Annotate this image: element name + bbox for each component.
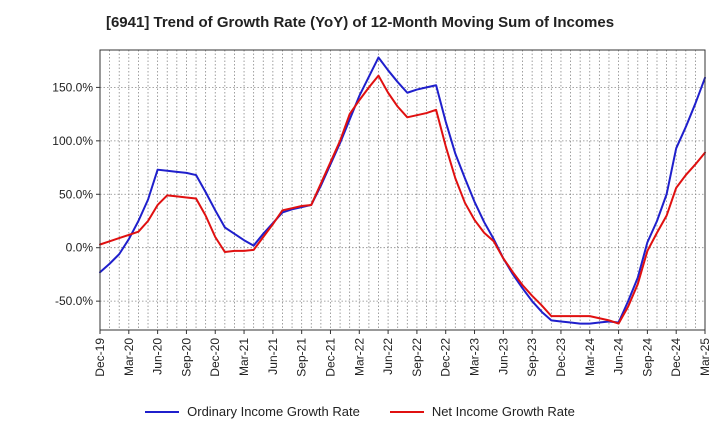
x-tick-label: Mar-23: [468, 338, 482, 376]
plot-area: [100, 50, 705, 330]
x-tick-label: Mar-22: [352, 338, 366, 376]
x-tick-label: Mar-24: [583, 338, 597, 376]
x-tick-label: Jun-20: [151, 338, 165, 375]
x-tick-label: Sep-24: [640, 338, 654, 377]
x-tick-label: Dec-19: [93, 338, 107, 377]
y-tick-label: 100.0%: [52, 134, 93, 148]
y-tick-label: 0.0%: [66, 241, 94, 255]
legend-item-net-income[interactable]: Net Income Growth Rate: [389, 404, 575, 419]
legend-item-ordinary-income[interactable]: Ordinary Income Growth Rate: [145, 404, 360, 419]
legend-label-net-income: Net Income Growth Rate: [431, 404, 575, 419]
x-tick-label: Mar-25: [698, 338, 712, 376]
legend: Ordinary Income Growth Rate Net Income G…: [0, 404, 720, 419]
x-tick-label: Mar-21: [237, 338, 251, 376]
series-line-ordinary-income: [99, 56, 706, 325]
x-tick-label: Sep-20: [179, 338, 193, 377]
x-tick-label: Sep-23: [525, 338, 539, 377]
x-tick-label: Jun-22: [381, 338, 395, 375]
x-tick-label: Dec-21: [323, 338, 337, 377]
plot-frame: [99, 49, 706, 331]
x-tick-label: Dec-22: [439, 338, 453, 377]
x-tick-label: Mar-20: [122, 338, 136, 376]
x-tick-label: Dec-24: [669, 338, 683, 377]
x-tick-label: Dec-23: [554, 338, 568, 377]
legend-swatch-ordinary-income: [145, 410, 180, 413]
y-tick-label: 150.0%: [52, 80, 93, 94]
legend-label-ordinary-income: Ordinary Income Growth Rate: [187, 404, 360, 419]
y-tick-label: 50.0%: [59, 187, 93, 201]
legend-swatch-net-income: [389, 410, 424, 413]
y-tick-label: -50.0%: [55, 294, 93, 308]
axes: -50.0% 0.0% 50.0% 100.0% 150.0% Dec-19 Mar-20 J…: [52, 80, 712, 376]
grid: [100, 50, 705, 330]
x-tick-label: Jun-21: [266, 338, 280, 375]
x-tick-label: Jun-23: [496, 338, 510, 375]
x-tick-label: Sep-21: [295, 338, 309, 377]
x-tick-label: Jun-24: [612, 338, 626, 375]
series: [99, 56, 706, 325]
x-tick-label: Sep-22: [410, 338, 424, 377]
series-line-net-income: [99, 74, 706, 325]
chart-title: [6941] Trend of Growth Rate (YoY) of 12-…: [105, 14, 615, 31]
x-tick-label: Dec-20: [208, 338, 222, 377]
